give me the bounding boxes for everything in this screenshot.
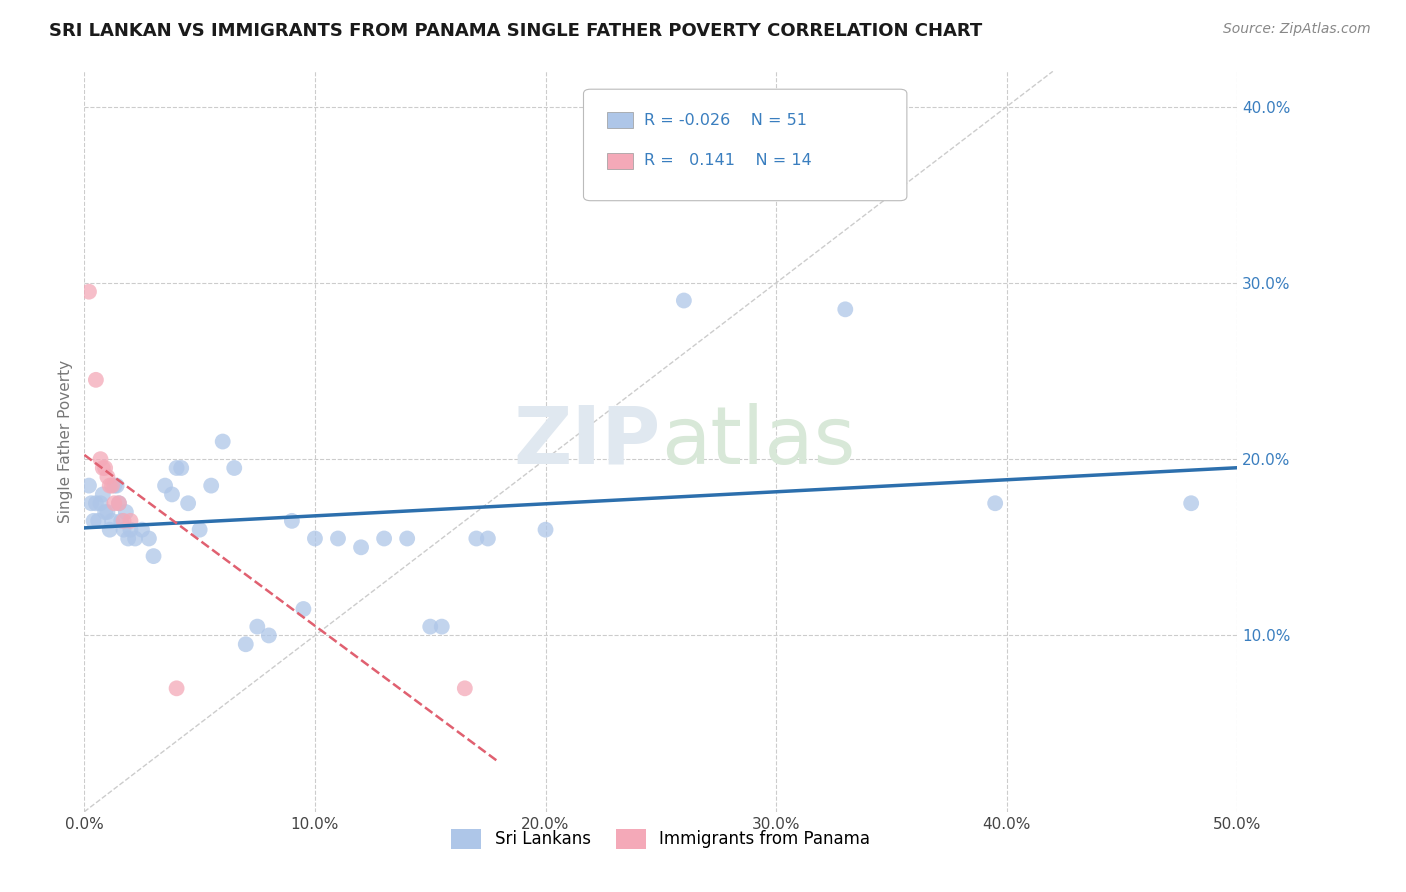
Point [83, 514, 105, 528]
Point [98, 523, 121, 537]
Point [292, 602, 315, 616]
Point [465, 532, 488, 546]
Point [91, 461, 114, 475]
Point [672, 293, 695, 308]
Point [200, 478, 222, 492]
Point [96, 470, 118, 484]
Point [326, 532, 349, 546]
Point [373, 532, 395, 546]
Point [834, 302, 856, 317]
Point [120, 514, 142, 528]
Point [89, 452, 111, 467]
Point [430, 619, 453, 633]
Point [124, 532, 146, 546]
Point [101, 478, 124, 492]
Point [131, 523, 153, 537]
Point [84, 496, 107, 510]
Point [89, 496, 111, 510]
Point [80, 496, 103, 510]
Point [454, 681, 477, 696]
Point [87, 514, 110, 528]
Point [115, 505, 138, 519]
Point [103, 496, 125, 510]
Point [94, 461, 117, 475]
Point [235, 637, 257, 651]
Point [105, 478, 128, 492]
Point [419, 619, 441, 633]
Text: SRI LANKAN VS IMMIGRANTS FROM PANAMA SINGLE FATHER POVERTY CORRELATION CHART: SRI LANKAN VS IMMIGRANTS FROM PANAMA SIN… [49, 22, 983, 40]
Point [103, 478, 125, 492]
Point [257, 628, 280, 642]
Point [142, 549, 165, 563]
Point [112, 523, 135, 537]
Point [396, 532, 419, 546]
Point [153, 478, 176, 492]
Text: R =   0.141    N = 14: R = 0.141 N = 14 [644, 153, 811, 168]
Point [108, 496, 131, 510]
Text: ZIP: ZIP [513, 402, 661, 481]
Point [304, 532, 326, 546]
Point [91, 487, 114, 501]
Point [94, 505, 117, 519]
Point [984, 496, 1007, 510]
Point [350, 541, 373, 555]
Point [77, 478, 100, 492]
Point [101, 514, 124, 528]
Point [1180, 496, 1202, 510]
Point [246, 619, 269, 633]
Point [211, 434, 233, 449]
Point [110, 514, 132, 528]
Point [188, 523, 211, 537]
Point [77, 285, 100, 299]
Text: Source: ZipAtlas.com: Source: ZipAtlas.com [1223, 22, 1371, 37]
Point [477, 532, 499, 546]
Point [177, 496, 200, 510]
Point [98, 478, 121, 492]
Point [170, 461, 193, 475]
Point [117, 532, 139, 546]
Point [120, 523, 142, 537]
Text: R = -0.026    N = 51: R = -0.026 N = 51 [644, 113, 807, 128]
Text: atlas: atlas [661, 402, 855, 481]
Point [138, 532, 160, 546]
Point [112, 514, 135, 528]
Point [108, 496, 131, 510]
Point [281, 514, 304, 528]
Point [160, 487, 183, 501]
Y-axis label: Single Father Poverty: Single Father Poverty [58, 360, 73, 523]
Point [166, 461, 188, 475]
Point [166, 681, 188, 696]
Legend: Sri Lankans, Immigrants from Panama: Sri Lankans, Immigrants from Panama [444, 822, 877, 855]
Point [224, 461, 246, 475]
Point [534, 523, 557, 537]
Point [96, 505, 118, 519]
Point [84, 373, 107, 387]
